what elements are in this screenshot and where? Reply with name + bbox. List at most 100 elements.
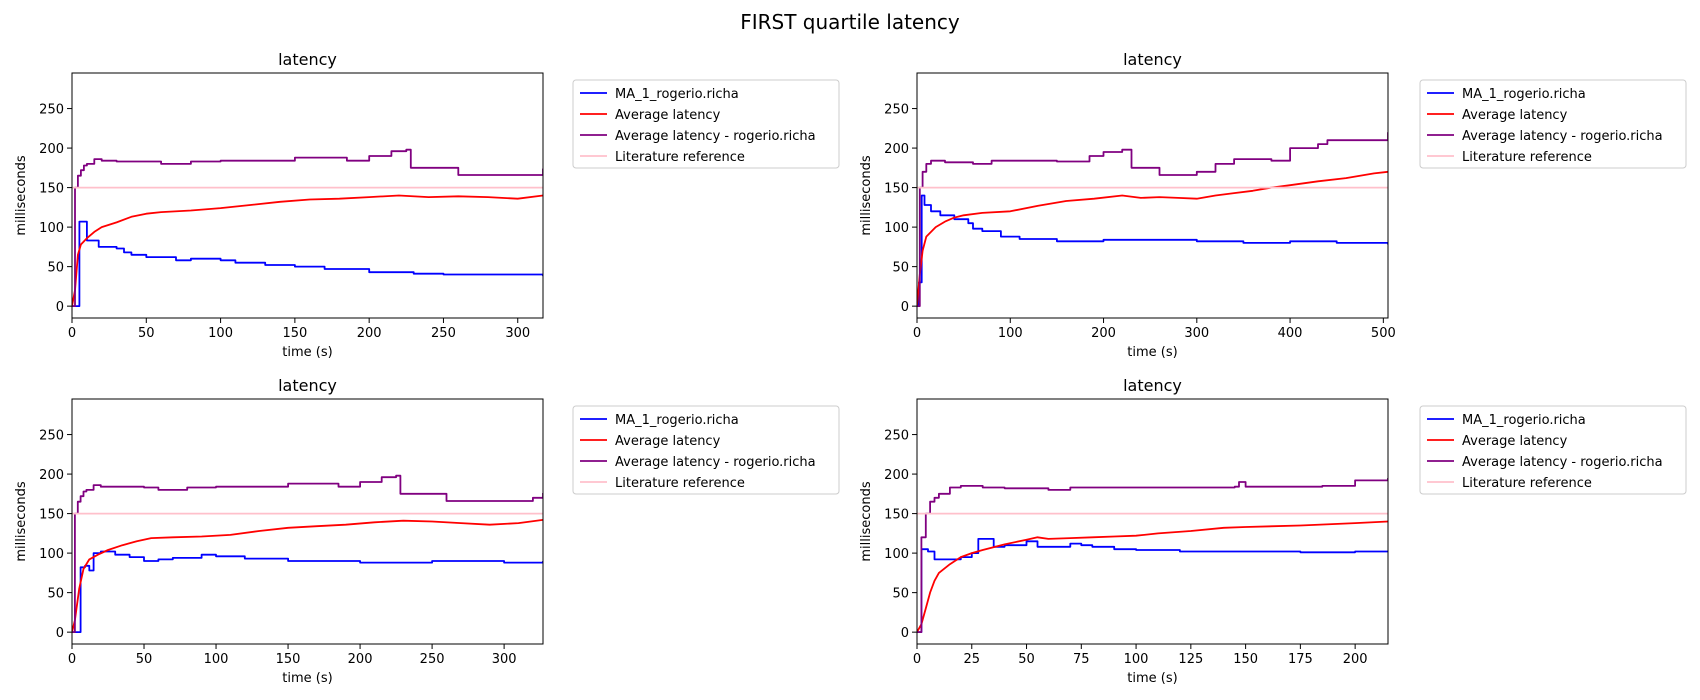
legend-label: MA_1_rogerio.richa — [615, 87, 739, 102]
subplot-title: latency — [1123, 50, 1182, 69]
series-line-2 — [917, 520, 1388, 633]
x-tick-label: 300 — [505, 326, 530, 341]
y-tick-label: 250 — [884, 103, 909, 118]
x-axis-label: time (s) — [1127, 671, 1177, 686]
x-tick-label: 50 — [138, 326, 155, 341]
y-tick-label: 150 — [39, 182, 64, 197]
series-line-3 — [917, 132, 1388, 307]
legend-label: Average latency — [615, 434, 721, 449]
y-axis-label: milliseconds — [859, 155, 874, 235]
legend-label: Literature reference — [1462, 476, 1592, 491]
x-tick-label: 200 — [1343, 652, 1368, 667]
x-tick-label: 0 — [68, 326, 76, 341]
y-tick-label: 250 — [39, 103, 64, 118]
subplot-title: latency — [278, 376, 337, 395]
subplot-title: latency — [1123, 376, 1182, 395]
legend-label: Average latency — [1462, 108, 1568, 123]
y-tick-label: 0 — [901, 300, 909, 315]
axes-frame — [71, 398, 544, 645]
y-tick-label: 50 — [47, 587, 64, 602]
y-tick-label: 100 — [39, 221, 64, 236]
y-tick-label: 200 — [39, 468, 64, 483]
x-tick-label: 250 — [420, 652, 445, 667]
legend-box — [572, 79, 840, 169]
x-tick-label: 0 — [913, 326, 921, 341]
x-tick-label: 150 — [282, 326, 307, 341]
x-tick-label: 200 — [1091, 326, 1116, 341]
legend-label: Average latency - rogerio.richa — [615, 455, 816, 470]
legend-label: Average latency - rogerio.richa — [615, 129, 816, 144]
legend-box — [1419, 405, 1687, 495]
y-tick-label: 150 — [884, 508, 909, 523]
y-axis-label: milliseconds — [14, 481, 29, 561]
legend-label: Average latency - rogerio.richa — [1462, 129, 1663, 144]
y-tick-label: 150 — [39, 508, 64, 523]
axes-frame — [916, 72, 1389, 319]
series-line-1 — [72, 220, 543, 307]
legend-box — [1419, 79, 1687, 169]
legend-label: Literature reference — [615, 150, 745, 165]
y-tick-label: 200 — [884, 142, 909, 157]
x-tick-label: 75 — [1073, 652, 1090, 667]
x-tick-label: 100 — [998, 326, 1023, 341]
y-tick-label: 200 — [884, 468, 909, 483]
legend-label: MA_1_rogerio.richa — [1462, 413, 1586, 428]
x-tick-label: 0 — [913, 652, 921, 667]
series-line-1 — [72, 550, 543, 633]
legend-label: Average latency — [615, 108, 721, 123]
legend-label: Average latency - rogerio.richa — [1462, 455, 1663, 470]
figure-title: FIRST quartile latency — [740, 10, 960, 34]
series-line-3 — [72, 148, 543, 307]
legend-box — [572, 405, 840, 495]
x-tick-label: 150 — [276, 652, 301, 667]
x-tick-label: 200 — [348, 652, 373, 667]
subplot-4: 0 25 50 75 100 125 150 175 200 0 50 100 150 200 250 lat… — [859, 376, 1687, 686]
legend-label: Average latency — [1462, 434, 1568, 449]
x-tick-label: 100 — [208, 326, 233, 341]
x-tick-label: 50 — [136, 652, 153, 667]
x-tick-label: 25 — [963, 652, 980, 667]
subplot-3: 0 50 100 150 200 250 300 0 50 100 150 200 250 latency… — [14, 376, 840, 686]
x-tick-label: 0 — [68, 652, 76, 667]
legend-label: Literature reference — [1462, 150, 1592, 165]
x-tick-label: 300 — [1184, 326, 1209, 341]
x-tick-label: 150 — [1233, 652, 1258, 667]
series-line-2 — [917, 170, 1388, 307]
subplot-1: 0 50 100 150 200 250 300 0 50 100 150 200 250 latency… — [14, 50, 840, 360]
legend-label: Literature reference — [615, 476, 745, 491]
x-tick-label: 175 — [1288, 652, 1313, 667]
axes-frame — [916, 398, 1389, 645]
y-tick-label: 50 — [892, 261, 909, 276]
y-tick-label: 50 — [892, 587, 909, 602]
y-tick-label: 100 — [39, 547, 64, 562]
y-axis-label: milliseconds — [859, 481, 874, 561]
y-tick-label: 150 — [884, 182, 909, 197]
series-line-2 — [72, 519, 543, 633]
legend-label: MA_1_rogerio.richa — [615, 413, 739, 428]
y-axis-label: milliseconds — [14, 155, 29, 235]
y-tick-label: 0 — [901, 626, 909, 641]
y-tick-label: 0 — [56, 300, 64, 315]
y-tick-label: 100 — [884, 547, 909, 562]
y-tick-label: 250 — [39, 429, 64, 444]
subplot-2: 0 100 200 300 400 500 0 50 100 150 200 250 latency ti… — [859, 50, 1687, 360]
series-line-2 — [72, 194, 543, 307]
x-tick-label: 200 — [357, 326, 382, 341]
legend: MA_1_rogerio.richa Average latency Average… — [572, 405, 840, 495]
x-tick-label: 250 — [431, 326, 456, 341]
x-tick-label: 50 — [1018, 652, 1035, 667]
series-line-1 — [917, 538, 1388, 633]
x-tick-label: 400 — [1278, 326, 1303, 341]
x-tick-label: 100 — [204, 652, 229, 667]
legend: MA_1_rogerio.richa Average latency Average… — [572, 79, 840, 169]
legend-label: MA_1_rogerio.richa — [1462, 87, 1586, 102]
y-tick-label: 100 — [884, 221, 909, 236]
legend: MA_1_rogerio.richa Average latency Average… — [1419, 79, 1687, 169]
y-tick-label: 250 — [884, 429, 909, 444]
series-line-3 — [917, 478, 1388, 633]
legend: MA_1_rogerio.richa Average latency Average… — [1419, 405, 1687, 495]
y-tick-label: 200 — [39, 142, 64, 157]
series-line-3 — [72, 474, 543, 633]
x-tick-label: 100 — [1124, 652, 1149, 667]
